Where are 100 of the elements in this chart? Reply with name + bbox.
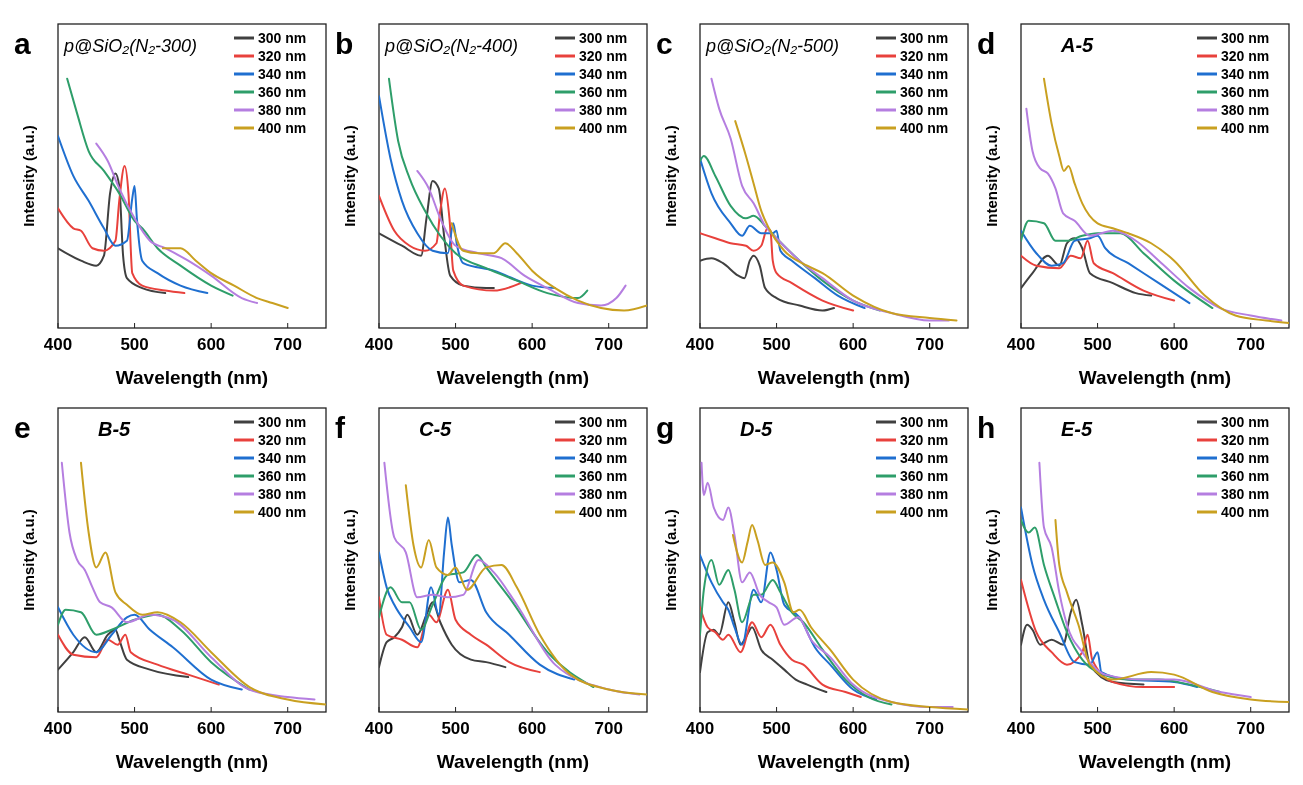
x-tick-label: 400 — [364, 719, 394, 738]
chart-title: b — [335, 27, 354, 60]
x-tick-label: 700 — [915, 719, 944, 738]
x-tick-label: 400 — [43, 335, 73, 354]
legend-label: 320 nm — [900, 432, 949, 448]
chart-title: f — [335, 411, 346, 444]
legend-label: 380 nm — [1221, 102, 1270, 118]
legend-label: 400 nm — [900, 504, 949, 520]
x-tick-label: 500 — [1083, 335, 1112, 354]
x-axis-title: Wavelength (nm) — [1078, 367, 1232, 388]
legend-label: 400 nm — [258, 120, 307, 136]
x-tick-label: 700 — [915, 335, 944, 354]
legend-label: 380 nm — [900, 102, 949, 118]
y-axis-title: Intensity (a.u.) — [662, 125, 679, 227]
legend-label: 340 nm — [900, 66, 949, 82]
legend-label: 400 nm — [900, 120, 949, 136]
legend-label: 380 nm — [900, 486, 949, 502]
chart-title: h — [977, 411, 996, 444]
x-tick-label: 500 — [762, 719, 791, 738]
x-tick-label: 400 — [43, 719, 73, 738]
text: A-5 — [1060, 34, 1095, 56]
x-tick-label: 500 — [120, 719, 149, 738]
x-tick-label: 400 — [685, 719, 715, 738]
legend-label: 360 nm — [900, 468, 949, 484]
x-tick-label: 700 — [1236, 719, 1265, 738]
chart-title: d — [977, 27, 996, 60]
x-tick-label: 600 — [517, 719, 547, 738]
legend-label: 300 nm — [579, 30, 628, 46]
x-axis-title: Wavelength (nm) — [436, 751, 590, 772]
legend-label: 360 nm — [900, 84, 949, 100]
legend-label: 360 nm — [1221, 468, 1270, 484]
text: D-5 — [740, 418, 774, 440]
x-axis-title: Wavelength (nm) — [115, 751, 269, 772]
x-tick-label: 500 — [1083, 719, 1112, 738]
legend-label: 320 nm — [258, 432, 307, 448]
y-axis-title: Intensity (a.u.) — [20, 509, 37, 611]
x-tick-label: 700 — [273, 719, 302, 738]
legend-label: 380 nm — [579, 486, 628, 502]
legend-label: 340 nm — [900, 450, 949, 466]
x-tick-label: 400 — [685, 335, 715, 354]
text: p@SiO₂(N₂-300) — [63, 36, 198, 56]
legend-label: 380 nm — [1221, 486, 1270, 502]
y-axis-title: Intensity (a.u.) — [983, 125, 1000, 227]
y-axis-title: Intensity (a.u.) — [341, 125, 358, 227]
legend-label: 340 nm — [258, 66, 307, 82]
legend-label: 320 nm — [1221, 432, 1270, 448]
legend-label: 400 nm — [1221, 504, 1270, 520]
x-tick-label: 400 — [364, 335, 394, 354]
legend-label: 340 nm — [579, 450, 628, 466]
x-axis-title: Wavelength (nm) — [757, 367, 911, 388]
legend-label: 300 nm — [1221, 30, 1270, 46]
x-tick-label: 500 — [762, 335, 791, 354]
x-tick-label: 700 — [594, 335, 623, 354]
legend-label: 300 nm — [900, 414, 949, 430]
legend-label: 380 nm — [258, 486, 307, 502]
x-axis-title: Wavelength (nm) — [757, 751, 911, 772]
x-tick-label: 600 — [196, 719, 226, 738]
text: B-5 — [98, 418, 132, 440]
text: E-5 — [1061, 418, 1093, 440]
x-tick-label: 600 — [517, 335, 547, 354]
legend-label: 380 nm — [258, 102, 307, 118]
legend-label: 300 nm — [900, 30, 949, 46]
legend-label: 300 nm — [258, 30, 307, 46]
x-tick-label: 600 — [196, 335, 226, 354]
x-tick-label: 700 — [594, 719, 623, 738]
y-axis-title: Intensity (a.u.) — [983, 509, 1000, 611]
x-tick-label: 600 — [1159, 719, 1189, 738]
legend-label: 320 nm — [900, 48, 949, 64]
x-tick-label: 400 — [1006, 719, 1036, 738]
x-tick-label: 500 — [441, 335, 470, 354]
legend-label: 400 nm — [579, 504, 628, 520]
legend-label: 400 nm — [579, 120, 628, 136]
legend-label: 320 nm — [579, 48, 628, 64]
legend-label: 320 nm — [1221, 48, 1270, 64]
x-tick-label: 700 — [273, 335, 302, 354]
x-tick-label: 600 — [838, 335, 868, 354]
legend-label: 340 nm — [1221, 66, 1270, 82]
x-tick-label: 600 — [1159, 335, 1189, 354]
chart-title: c — [656, 27, 673, 60]
text: p@SiO₂(N₂-400) — [384, 36, 519, 56]
text: C-5 — [419, 418, 453, 440]
legend-label: 380 nm — [579, 102, 628, 118]
y-axis-title: Intensity (a.u.) — [20, 125, 37, 227]
x-tick-label: 400 — [1006, 335, 1036, 354]
legend-label: 360 nm — [579, 468, 628, 484]
x-tick-label: 500 — [441, 719, 470, 738]
legend-label: 340 nm — [579, 66, 628, 82]
legend-label: 360 nm — [579, 84, 628, 100]
legend-label: 300 nm — [579, 414, 628, 430]
legend-label: 360 nm — [258, 468, 307, 484]
legend-label: 360 nm — [1221, 84, 1270, 100]
legend-label: 320 nm — [579, 432, 628, 448]
chart-title: a — [14, 27, 31, 60]
legend-label: 300 nm — [1221, 414, 1270, 430]
x-axis-title: Wavelength (nm) — [436, 367, 590, 388]
x-tick-label: 500 — [120, 335, 149, 354]
text: p@SiO₂(N₂-500) — [705, 36, 840, 56]
x-tick-label: 600 — [838, 719, 868, 738]
legend-label: 400 nm — [258, 504, 307, 520]
legend-label: 340 nm — [258, 450, 307, 466]
